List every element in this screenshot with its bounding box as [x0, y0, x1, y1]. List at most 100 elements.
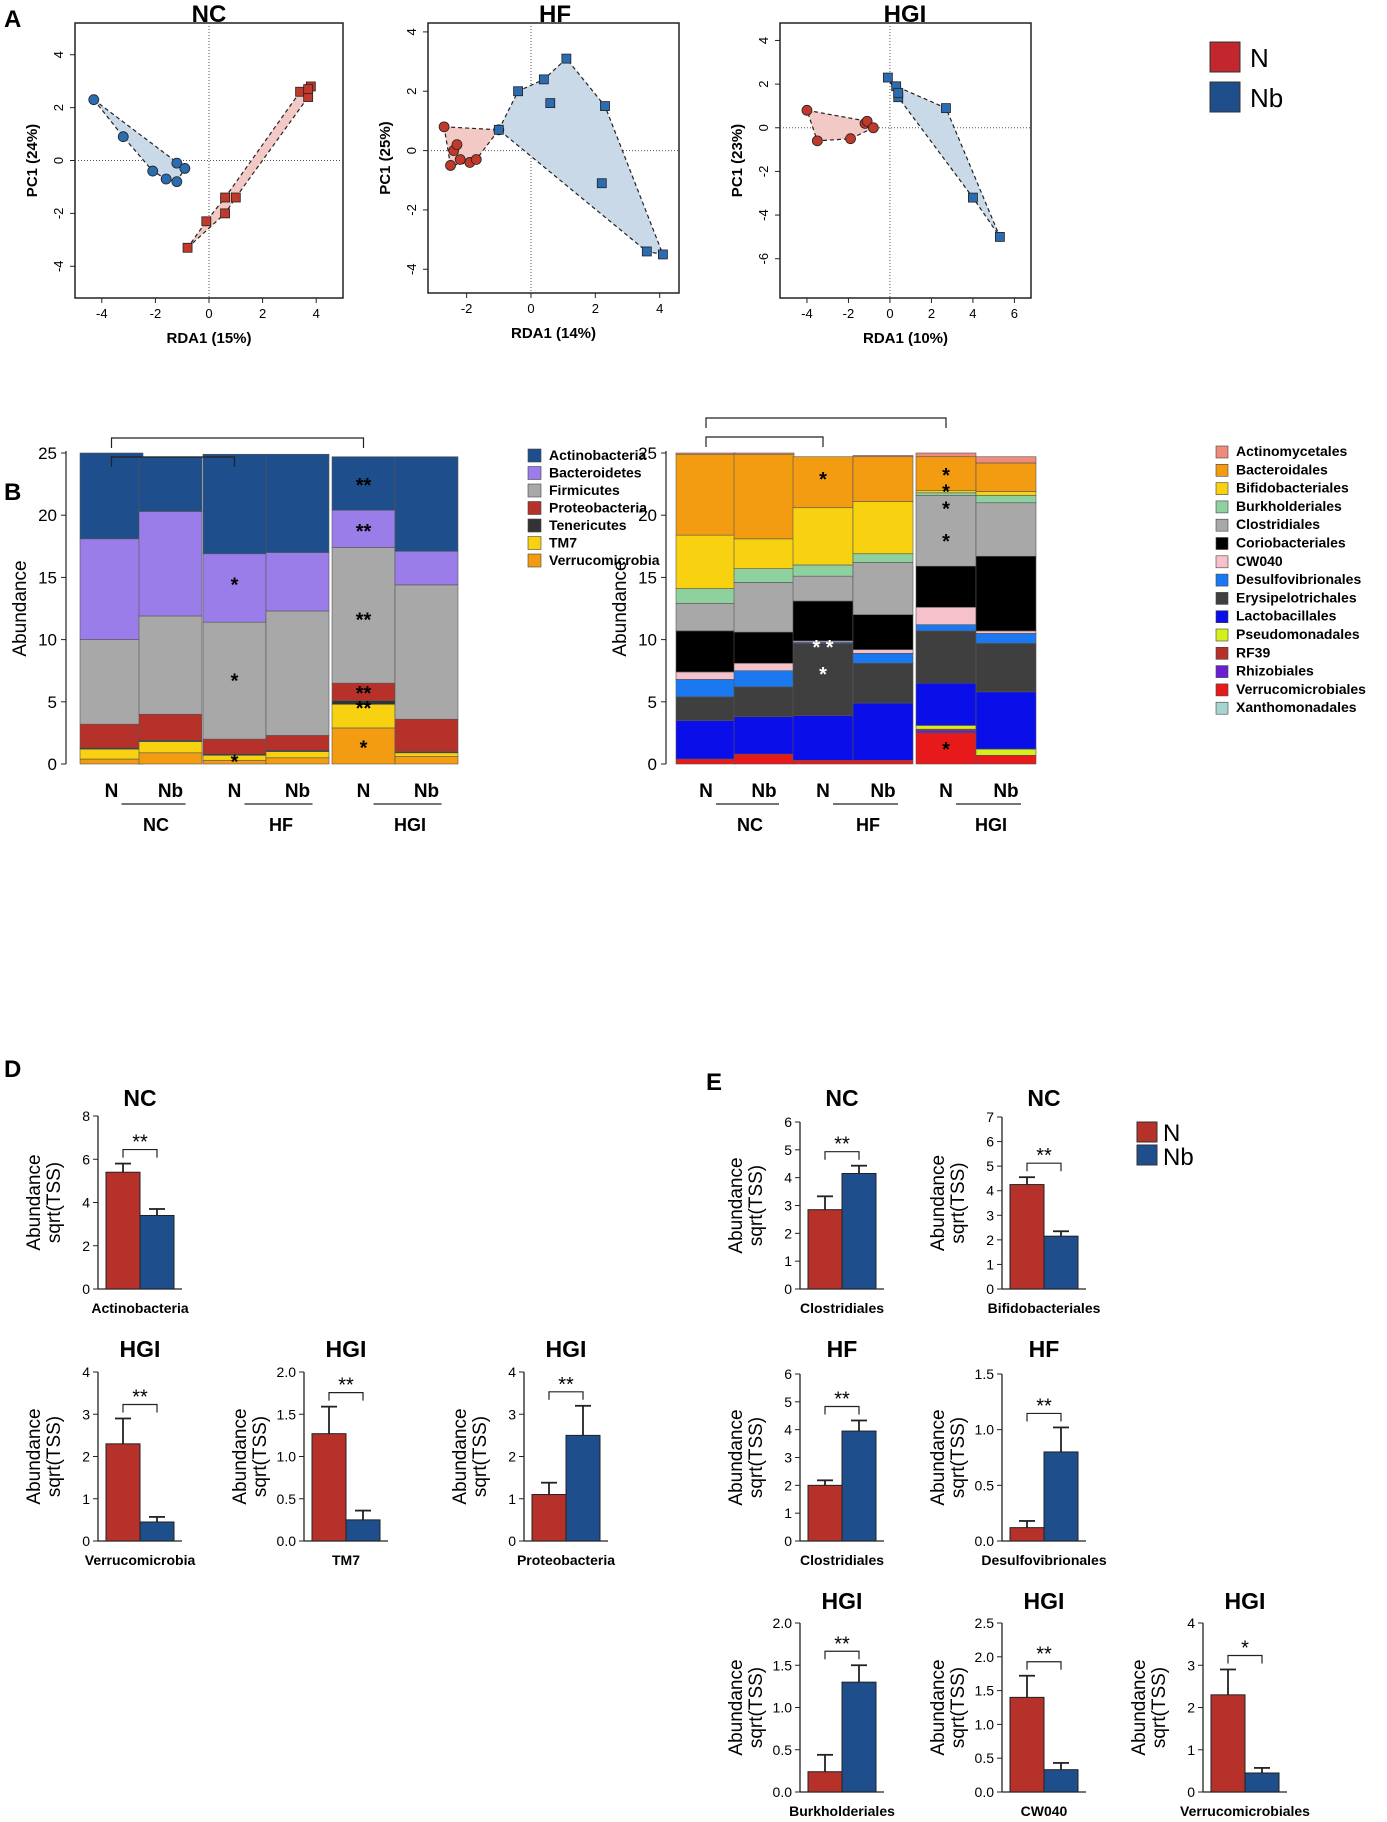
y-axis-label-line1: Abundance [450, 1408, 471, 1504]
bar-segment [975, 491, 1037, 496]
y-tick-label: 25 [38, 444, 57, 463]
y-axis-label-line2: sqrt(TSS) [746, 1417, 767, 1498]
bar-segment [975, 630, 1037, 634]
legend-label: TM7 [549, 535, 577, 551]
group-label: NC [737, 815, 763, 835]
y-axis-label: PC1 (24%) [24, 124, 41, 197]
bar-segment [79, 639, 144, 725]
bar-segment [138, 713, 203, 741]
legend-label-nb: Nb [1250, 83, 1283, 113]
bar-segment [975, 555, 1037, 632]
significance-mark: * [231, 670, 239, 692]
bar-segment [79, 758, 144, 765]
legend-label: Pseudomonadales [1236, 626, 1360, 642]
significance-bracket [824, 1151, 860, 1160]
y-axis-label-line2: sqrt(TSS) [250, 1416, 271, 1497]
significance-mark: ** [558, 1374, 574, 1396]
bar-segment [331, 509, 396, 548]
chart-title: NC [1027, 1085, 1060, 1111]
bar-n [105, 1171, 141, 1290]
y-axis-label-line1: Abundance [726, 1659, 747, 1755]
x-tick-label: N [816, 781, 830, 802]
y-axis-label-line2: sqrt(TSS) [948, 1417, 969, 1498]
bar-segment [915, 606, 977, 625]
legend-swatch [527, 448, 542, 463]
bar-segment [733, 452, 795, 455]
bar-nb [1244, 1772, 1280, 1793]
x-axis-label: RDA1 (10%) [863, 330, 948, 347]
bar-chart-e6: HGI 0.0 0.5 1.0 1.5 2.0 2.5 Abundance sqrt(TSS) *… [928, 1588, 1086, 1819]
significance-bracket [1227, 1654, 1263, 1664]
y-tick-label: 1 [784, 1505, 792, 1521]
x-tick-label: -2 [461, 301, 473, 316]
bar-n [311, 1433, 347, 1542]
y-tick-label: 5 [784, 1142, 792, 1158]
significance-mark: ** [132, 1132, 148, 1154]
plot-frame [779, 22, 1032, 299]
data-point-nb [538, 74, 549, 85]
y-tick-label: 0.5 [773, 1742, 793, 1758]
legend-swatch-nb [1209, 81, 1241, 113]
legend-label: Burkholderiales [1236, 498, 1342, 514]
x-tick-label: 0 [886, 306, 893, 321]
y-tick-label: 20 [638, 506, 657, 525]
significance-mark: * [942, 499, 950, 521]
data-point-n [861, 115, 873, 127]
bar-segment [675, 758, 737, 765]
bar-chart-e5: HGI 0.0 0.5 1.0 1.5 2.0 Abundance sqrt(TSS) ** Bu… [726, 1588, 895, 1819]
legend-swatch [527, 483, 542, 498]
legend-swatch-n [1209, 41, 1241, 73]
x-tick-label: 2 [592, 301, 599, 316]
x-axis-label: Burkholderiales [789, 1803, 895, 1819]
bar-segment [265, 552, 330, 612]
y-tick-label: 1.0 [975, 1716, 995, 1732]
bar-segment [675, 679, 737, 698]
x-tick-label: 4 [656, 301, 663, 316]
bar-segment [792, 759, 854, 765]
bar-segment [733, 568, 795, 583]
bar-segment [675, 588, 737, 604]
x-axis-label: Clostridiales [800, 1300, 884, 1316]
bar-n [1210, 1694, 1246, 1793]
bar-segment [792, 507, 854, 566]
significance-bracket [548, 1391, 584, 1400]
x-axis-label: Clostridiales [800, 1552, 884, 1568]
bar-segment [915, 494, 977, 567]
x-tick-label: 0 [205, 306, 212, 321]
bar-segment [138, 741, 203, 754]
significance-mark: ** [132, 1386, 148, 1408]
y-tick-label: 1.0 [277, 1449, 297, 1465]
data-point-n [220, 208, 230, 219]
data-point-n [470, 154, 482, 165]
x-tick-label: -4 [801, 306, 813, 321]
y-tick-label: 4 [404, 28, 419, 35]
y-axis-label-line2: sqrt(TSS) [948, 1162, 969, 1243]
comparison-bracket [705, 436, 824, 447]
x-axis-label: Verrucomicrobiales [1180, 1803, 1310, 1819]
y-tick-label: -4 [756, 209, 771, 221]
y-tick-label: 1.5 [277, 1406, 297, 1422]
bar-segment [852, 759, 914, 765]
legend-label: Clostridiales [1236, 516, 1320, 532]
y-tick-label: 6 [82, 1151, 90, 1167]
y-tick-label: 4 [784, 1422, 792, 1438]
x-axis-label: TM7 [332, 1552, 360, 1568]
group-label: HF [269, 815, 293, 835]
legend-label: Verrucomicrobia [549, 552, 660, 568]
bar-segment [733, 670, 795, 688]
data-point-nb [893, 87, 904, 98]
significance-mark: ** [1036, 1145, 1052, 1167]
legend-label: Erysipelotrichales [1236, 589, 1357, 605]
legend-e-swatch-nb [1136, 1144, 1158, 1166]
bar-segment [792, 600, 854, 642]
bar-segment [792, 564, 854, 577]
bar-segment [138, 752, 203, 765]
legend-label: Proteobacteria [549, 500, 647, 516]
data-point-n [451, 139, 463, 151]
legend-swatch [1215, 463, 1229, 477]
data-point-nb [147, 165, 159, 177]
y-tick-label: 4 [508, 1364, 516, 1380]
bar-chart-e7: HGI 0 1 2 3 4 Abundance sqrt(TSS) * Verrucomicrob… [1129, 1588, 1310, 1819]
legend-swatch [1215, 592, 1229, 605]
y-tick-label: 4 [1187, 1615, 1195, 1631]
